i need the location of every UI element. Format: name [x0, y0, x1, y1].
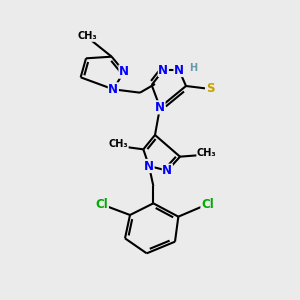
- Text: N: N: [174, 64, 184, 76]
- Text: N: N: [158, 64, 168, 76]
- Text: N: N: [144, 160, 154, 172]
- Text: N: N: [155, 101, 165, 114]
- Text: Cl: Cl: [201, 197, 214, 211]
- Text: CH₃: CH₃: [77, 31, 97, 41]
- Text: N: N: [162, 164, 172, 177]
- Text: N: N: [108, 83, 118, 96]
- Text: CH₃: CH₃: [109, 139, 128, 149]
- Text: Cl: Cl: [96, 197, 108, 211]
- Text: CH₃: CH₃: [197, 148, 217, 158]
- Text: N: N: [119, 65, 129, 78]
- Text: S: S: [206, 82, 214, 95]
- Text: H: H: [189, 63, 197, 73]
